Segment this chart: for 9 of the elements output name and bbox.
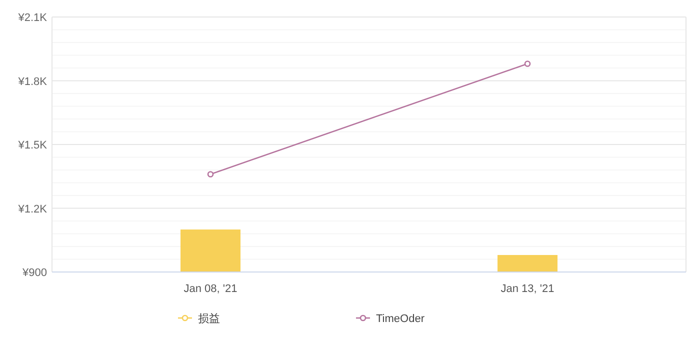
- y-tick-label: ¥2.1K: [17, 12, 48, 24]
- x-tick-label: Jan 08, '21: [184, 283, 238, 295]
- y-tick-label: ¥1.2K: [17, 203, 48, 216]
- legend-label: 损益: [198, 313, 220, 325]
- legend-label: TimeOder: [376, 313, 425, 325]
- y-tick-label: ¥1.5K: [17, 140, 48, 152]
- y-tick-label: ¥1.8K: [17, 76, 48, 88]
- y-tick-label: ¥900: [22, 267, 47, 279]
- x-tick-label: Jan 13, '21: [500, 283, 554, 295]
